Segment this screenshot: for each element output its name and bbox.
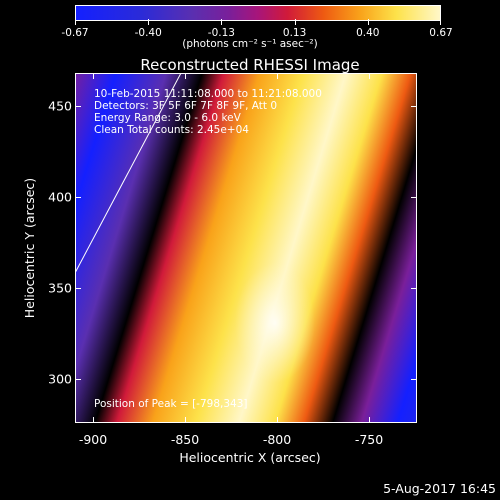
x-tick [277, 417, 278, 423]
x-tick-label: -750 [354, 432, 384, 447]
image-svg [75, 73, 417, 423]
colorbar [75, 5, 441, 21]
colorbar-units: (photons cm⁻² s⁻¹ asec⁻²) [182, 38, 318, 50]
y-tick [75, 197, 81, 198]
colorbar-tick [221, 19, 223, 25]
colorbar-tick [440, 19, 441, 25]
y-tick-right [411, 379, 417, 380]
y-tick [75, 379, 81, 380]
peak-highlight [235, 263, 315, 383]
clean-text: Clean Total counts: 2.45e+04 [94, 124, 249, 136]
detectors-text: Detectors: 3F 5F 6F 7F 8F 9F, Att 0 [94, 100, 278, 112]
peak-position-text: Position of Peak = [-798,343] [94, 398, 248, 410]
x-axis-title: Heliocentric X (arcsec) [179, 450, 321, 465]
x-tick-top [185, 73, 186, 79]
x-tick-label: -900 [78, 432, 108, 447]
colorbar-tick-label: -0.67 [61, 27, 89, 39]
colorbar-tick [148, 19, 150, 25]
x-tick-top [93, 73, 94, 79]
y-tick-label: 400 [48, 189, 72, 205]
time-range-text: 10-Feb-2015 11:11:08.000 to 11:21:08.000 [94, 88, 322, 100]
y-tick [75, 288, 81, 289]
x-tick-top [277, 73, 278, 79]
y-axis-title: Heliocentric Y (arcsec) [21, 177, 37, 319]
timestamp-footer: 5-Aug-2017 16:45 [383, 481, 496, 496]
colorbar-tick-label: 0.13 [282, 27, 307, 39]
y-tick-right [411, 197, 417, 198]
colorbar-tick-label: -0.40 [134, 27, 162, 39]
x-tick-label: -850 [170, 432, 200, 447]
colorbar-tick-label: 0.67 [429, 27, 453, 39]
y-tick-label: 450 [48, 98, 72, 114]
image-title: Reconstructed RHESSI Image [140, 56, 360, 74]
rhessi-image [75, 73, 417, 423]
y-tick-right [411, 106, 417, 107]
colorbar-tick [367, 19, 369, 25]
x-tick-top [369, 73, 370, 79]
x-tick [93, 417, 94, 423]
y-tick-label: 300 [48, 371, 72, 387]
y-tick-right [411, 288, 417, 289]
colorbar-tick [294, 19, 296, 25]
y-tick-label: 350 [48, 280, 72, 296]
x-tick [369, 417, 370, 423]
y-tick [75, 106, 81, 107]
energy-range-text: Energy Range: 3.0 - 6.0 keV [94, 112, 241, 124]
colorbar-tick-label: -0.13 [207, 27, 235, 39]
colorbar-tick-label: 0.40 [356, 27, 380, 39]
fringe-pattern [75, 73, 417, 423]
x-tick [185, 417, 186, 423]
x-tick-label: -800 [262, 432, 292, 447]
limb-line [75, 73, 182, 274]
colorbar-tick [75, 19, 76, 25]
